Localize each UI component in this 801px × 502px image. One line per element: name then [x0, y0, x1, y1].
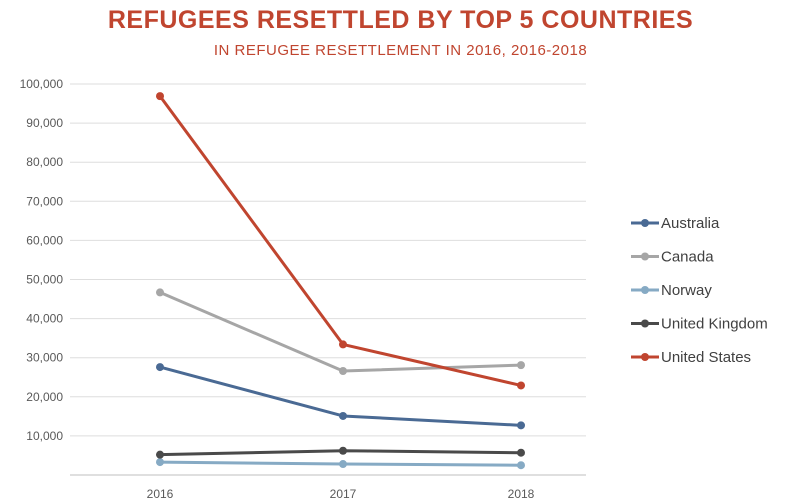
- data-point-norway: [339, 460, 347, 469]
- y-tick-label: 20,000: [26, 390, 63, 404]
- data-point-united-kingdom: [156, 450, 164, 459]
- legend-label-canada: Canada: [661, 249, 714, 266]
- legend-label-united-kingdom: United Kingdom: [661, 316, 768, 333]
- x-tick-label: 2018: [508, 487, 535, 501]
- chart-subtitle: IN REFUGEE RESETTLEMENT IN 2016, 2016-20…: [213, 42, 588, 59]
- data-point-united-states: [339, 340, 347, 349]
- legend-marker-australia: [641, 219, 649, 227]
- legend-label-united-states: United States: [661, 349, 751, 366]
- legend-marker-norway: [641, 286, 649, 294]
- gridlines: [70, 83, 586, 476]
- y-tick-label: 100,000: [20, 77, 64, 91]
- data-point-united-states: [517, 381, 525, 390]
- y-tick-label: 60,000: [26, 233, 63, 247]
- data-point-united-kingdom: [339, 446, 347, 455]
- data-point-canada: [156, 288, 164, 297]
- y-axis: 10,000 20,000 30,000 40,000 50,000 60,000 70,0…: [20, 77, 64, 443]
- data-point-australia: [517, 421, 525, 430]
- y-tick-label: 30,000: [26, 351, 63, 365]
- legend-label-norway: Norway: [661, 282, 712, 299]
- chart-title: REFUGEES RESETTLED BY TOP 5 COUNTRIES: [107, 6, 694, 34]
- x-axis: 2016 2017 2018: [147, 487, 535, 501]
- legend-marker-canada: [641, 252, 649, 261]
- y-tick-label: 80,000: [26, 155, 63, 169]
- y-tick-label: 50,000: [26, 273, 63, 287]
- data-point-australia: [156, 363, 164, 372]
- y-tick-label: 90,000: [26, 116, 63, 130]
- legend-marker-united-states: [641, 353, 649, 361]
- data-point-canada: [517, 361, 525, 370]
- data-point-united-states: [156, 92, 164, 101]
- x-tick-label: 2016: [147, 487, 174, 501]
- y-tick-label: 10,000: [26, 429, 63, 443]
- y-tick-label: 70,000: [26, 194, 63, 208]
- data-point-norway: [156, 458, 164, 467]
- series-lines: [156, 92, 525, 470]
- y-tick-label: 40,000: [26, 312, 63, 326]
- legend-marker-united-kingdom: [641, 319, 649, 328]
- legend: Australia Canada Norway United Kingdom Unite…: [631, 215, 768, 366]
- series-line-canada: [159, 291, 522, 373]
- data-point-canada: [339, 366, 347, 375]
- data-point-united-kingdom: [517, 448, 525, 457]
- legend-label-australia: Australia: [661, 215, 720, 232]
- x-tick-label: 2017: [330, 487, 357, 501]
- data-point-norway: [517, 461, 525, 470]
- data-point-australia: [339, 411, 347, 420]
